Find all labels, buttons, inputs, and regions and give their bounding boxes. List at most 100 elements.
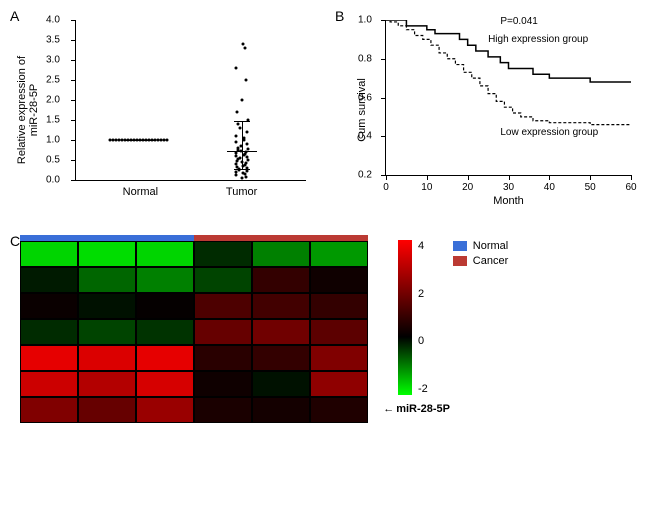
scatter-dot-tumor	[235, 135, 238, 138]
panel-a: A Relative expression ofmiR-28-5P 0.00.5…	[10, 10, 320, 210]
y-tick-label-a: 1.0	[46, 135, 60, 146]
scatter-dot-tumor	[245, 131, 248, 134]
heatmap-cell	[194, 293, 252, 319]
x-tick-b	[509, 175, 510, 180]
heatmap-cell	[194, 397, 252, 423]
heatmap-cell	[310, 241, 368, 267]
x-axis-label-b: Month	[493, 195, 524, 207]
scatter-dot-tumor	[241, 171, 244, 174]
y-tick-label-b: 0.2	[358, 170, 372, 181]
heatmap-cell	[78, 267, 136, 293]
scatter-dot-tumor	[235, 111, 238, 114]
y-tick-label-a: 3.5	[46, 35, 60, 46]
error-bar-cap	[234, 121, 250, 122]
x-tick-b	[549, 175, 550, 180]
heatmap-cell	[310, 397, 368, 423]
heatmap-row	[20, 241, 368, 267]
scatter-dot-tumor	[240, 99, 243, 102]
heatmap-cell	[136, 345, 194, 371]
x-category-label: Normal	[123, 186, 158, 198]
heatmap-cell	[20, 241, 78, 267]
heatmap-row	[20, 371, 368, 397]
heatmap-cell	[20, 371, 78, 397]
y-tick-label-a: 0.0	[46, 175, 60, 186]
heatmap-cell	[78, 397, 136, 423]
heatmap-cell	[310, 319, 368, 345]
y-tick-a	[71, 160, 76, 161]
heatmap-cell	[194, 371, 252, 397]
heatmap-row	[20, 267, 368, 293]
y-tick-a	[71, 180, 76, 181]
heatmap-cell	[194, 241, 252, 267]
error-bar-cap	[125, 140, 155, 141]
plot-area-a: 0.00.51.01.52.02.53.03.54.0NormalTumor	[75, 20, 306, 181]
heatmap-cell	[78, 293, 136, 319]
scatter-dot-tumor	[236, 147, 239, 150]
error-bar-line	[242, 121, 243, 169]
y-tick-label-b: 0.6	[358, 92, 372, 103]
heatmap-grid	[20, 235, 368, 423]
heatmap-cell	[252, 319, 310, 345]
heatmap-cell	[136, 371, 194, 397]
x-tick-b	[590, 175, 591, 180]
scatter-dot-tumor	[240, 177, 243, 180]
scatter-dot-tumor	[244, 79, 247, 82]
y-tick-a	[71, 120, 76, 121]
legend-block: 420-2 NormalCancer	[398, 240, 508, 395]
scatter-dot-normal	[166, 139, 169, 142]
heatmap-row	[20, 397, 368, 423]
heatmap-cell	[20, 345, 78, 371]
heatmap-row	[20, 319, 368, 345]
y-tick-label-a: 1.5	[46, 115, 60, 126]
y-tick-a	[71, 140, 76, 141]
y-tick-b	[381, 20, 386, 21]
heatmap-cell	[20, 397, 78, 423]
scatter-dot-tumor	[244, 47, 247, 50]
low-group-label: Low expression group	[500, 127, 598, 138]
scatter-dot-tumor	[241, 43, 244, 46]
heatmap-cell	[252, 293, 310, 319]
heatmap-cell	[310, 371, 368, 397]
scatter-dot-tumor	[246, 159, 249, 162]
y-tick-a	[71, 100, 76, 101]
arrow-label-text: miR-28-5P	[396, 403, 450, 415]
heatmap-cell	[20, 319, 78, 345]
heatmap-cell	[252, 267, 310, 293]
panel-b: B Cum survival P=0.041 High expression g…	[335, 10, 645, 210]
heatmap-cell	[194, 267, 252, 293]
y-tick-label-b: 1.0	[358, 15, 372, 26]
legend-label: Normal	[473, 240, 508, 252]
scatter-dot-tumor	[246, 170, 249, 173]
colorbar-tick-label: 2	[418, 288, 428, 300]
heatmap-cell	[310, 293, 368, 319]
heatmap-cell	[310, 267, 368, 293]
high-group-label: High expression group	[488, 34, 588, 45]
heatmap-block: ←miR-28-5P	[20, 235, 368, 423]
heatmap-cell	[78, 319, 136, 345]
error-bar-cap	[234, 169, 250, 170]
scatter-dot-tumor	[234, 141, 237, 144]
y-tick-a	[71, 20, 76, 21]
x-tick-label-b: 60	[625, 182, 636, 193]
x-tick-label-b: 0	[383, 182, 389, 193]
heatmap-cell	[20, 267, 78, 293]
x-tick-label-b: 40	[544, 182, 555, 193]
y-tick-label-a: 2.0	[46, 95, 60, 106]
scatter-dot-tumor	[244, 162, 247, 165]
x-tick-b	[386, 175, 387, 180]
y-tick-b	[381, 136, 386, 137]
y-tick-a	[71, 40, 76, 41]
plot-area-b: P=0.041 High expression group Low expres…	[385, 20, 631, 176]
colorbar-tick-label: 0	[418, 335, 428, 347]
x-tick-label-b: 20	[462, 182, 473, 193]
heatmap-cell	[136, 267, 194, 293]
x-tick-b	[427, 175, 428, 180]
colorbar-wrap: 420-2	[398, 240, 428, 395]
x-tick-b	[631, 175, 632, 180]
legend-swatch	[453, 241, 467, 251]
sample-legend: NormalCancer	[453, 240, 508, 270]
y-tick-label-a: 4.0	[46, 15, 60, 26]
p-value-text: P=0.041	[500, 16, 538, 27]
panel-c-label: C	[10, 233, 20, 249]
heatmap-cell	[252, 371, 310, 397]
